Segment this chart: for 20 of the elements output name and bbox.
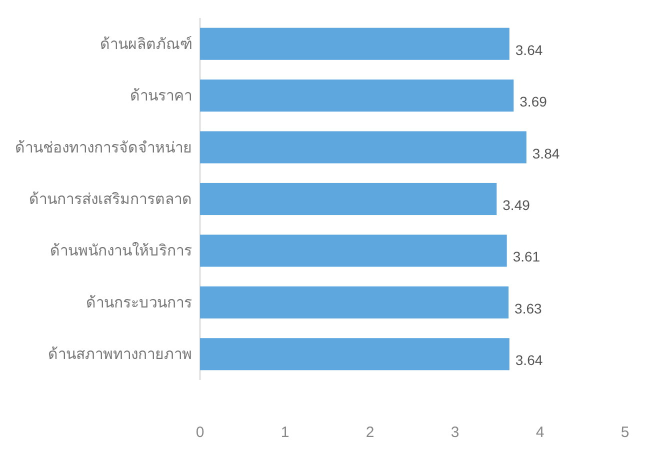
x-tick-label: 5 [620, 424, 630, 441]
x-tick-label: 2 [366, 424, 374, 441]
y-tick-label: ด้านช่องทางการจัดจำหน่าย [15, 139, 192, 156]
data-label: 3.49 [502, 197, 530, 213]
x-tick-label: 1 [280, 424, 290, 441]
y-tick-label: ด้านสภาพทางกายภาพ [48, 346, 192, 364]
data-label: 3.64 [515, 42, 543, 58]
data-label: 3.63 [514, 300, 542, 316]
data-label: 3.84 [532, 145, 560, 162]
y-tick-label: ด้านพนักงานให้บริการ [50, 242, 192, 260]
x-tick-label: 4 [536, 424, 544, 441]
data-label: 3.64 [515, 352, 543, 368]
y-tick-label: ด้านผลิตภัณฑ์ [100, 36, 192, 53]
data-label: 3.61 [512, 248, 540, 265]
x-tick-label: 3 [450, 424, 460, 441]
y-tick-label: ด้านกระบวนการ [86, 294, 192, 312]
data-label: 3.69 [520, 94, 548, 110]
y-tick-label: ด้านราคา [130, 88, 192, 105]
x-tick-label: 0 [196, 424, 204, 441]
y-tick-label: ด้านการส่งเสริมการตลาด [29, 191, 192, 208]
